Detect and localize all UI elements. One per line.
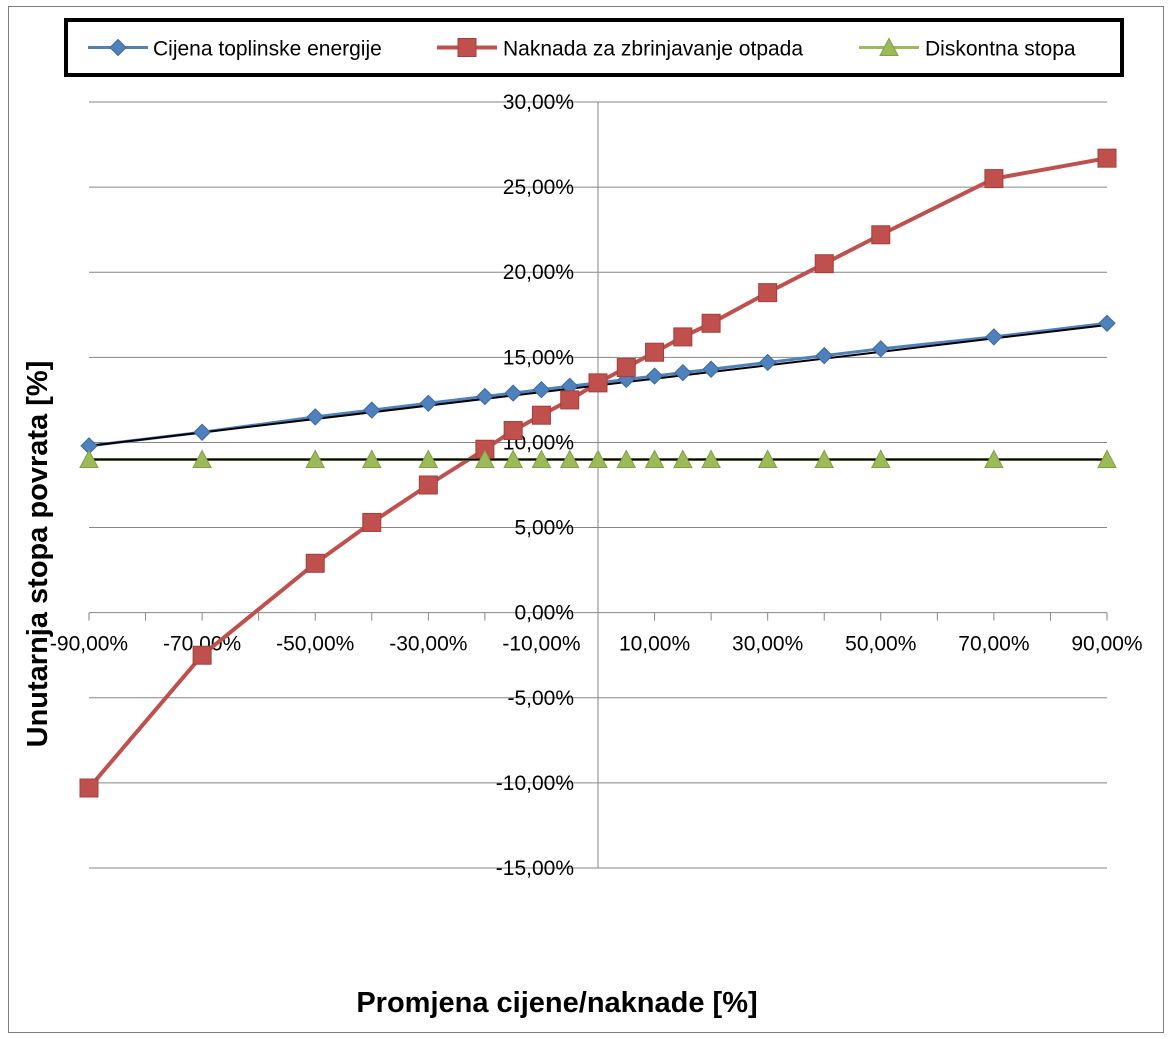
legend-marker bbox=[457, 38, 477, 57]
y-tick-label: 25,00% bbox=[503, 176, 574, 199]
data-point-series-1 bbox=[419, 394, 438, 413]
data-point-series-3 bbox=[870, 449, 891, 468]
x-tick-label: -30,00% bbox=[389, 633, 467, 656]
data-point-series-2 bbox=[588, 373, 608, 393]
data-point-series-3 bbox=[644, 449, 665, 468]
data-point-series-1 bbox=[985, 328, 1003, 346]
data-point-series-3 bbox=[673, 449, 693, 468]
data-point-series-1 bbox=[702, 360, 720, 378]
data-point-series-2 bbox=[673, 327, 693, 347]
data-point-series-1 bbox=[363, 401, 381, 419]
x-tick-label: 30,00% bbox=[732, 633, 803, 656]
x-tick-label: 70,00% bbox=[958, 633, 1029, 656]
y-axis-title: Unutarnja stopa povrata [%] bbox=[22, 361, 54, 748]
data-point-series-2 bbox=[560, 390, 580, 410]
axes bbox=[88, 102, 1108, 868]
x-tick-label: -50,00% bbox=[276, 633, 354, 656]
data-point-series-1 bbox=[532, 380, 551, 399]
data-point-series-2 bbox=[984, 169, 1004, 189]
legend-box bbox=[64, 18, 1124, 77]
data-point-series-3 bbox=[531, 449, 552, 468]
data-point-series-3 bbox=[418, 449, 439, 468]
data-point-series-3 bbox=[984, 449, 1004, 468]
x-tick-label: 90,00% bbox=[1071, 633, 1142, 656]
y-tick-label: 30,00% bbox=[503, 91, 574, 114]
data-point-series-3 bbox=[475, 449, 495, 468]
data-point-series-3 bbox=[559, 449, 580, 468]
data-point-series-3 bbox=[305, 449, 326, 468]
data-point-series-2 bbox=[701, 313, 721, 333]
legend-marker bbox=[109, 38, 127, 57]
data-point-series-2 bbox=[616, 358, 636, 378]
data-point-series-1 bbox=[645, 367, 664, 385]
data-point-series-1 bbox=[504, 384, 522, 402]
y-tick-label: 20,00% bbox=[503, 261, 574, 284]
data-point-series-1 bbox=[674, 363, 692, 382]
y-tick-label: 15,00% bbox=[503, 346, 574, 369]
data-point-series-1 bbox=[306, 408, 324, 426]
x-tick-label: -10,00% bbox=[502, 633, 580, 656]
legend: Cijena toplinske energije Naknada za zbri… bbox=[64, 18, 1124, 77]
data-point-series-2 bbox=[192, 645, 212, 665]
legend-label: Diskontna stopa bbox=[925, 38, 1076, 61]
y-tick-label: -15,00% bbox=[496, 857, 574, 880]
data-point-series-3 bbox=[701, 449, 721, 468]
data-point-series-1 bbox=[758, 353, 777, 372]
data-point-series-3 bbox=[79, 449, 99, 468]
x-tick-label: 50,00% bbox=[845, 633, 916, 656]
data-point-series-2 bbox=[531, 405, 551, 425]
data-point-series-3 bbox=[192, 449, 212, 468]
data-point-series-3 bbox=[616, 449, 637, 468]
data-point-series-2 bbox=[758, 283, 778, 303]
legend-label: Naknada za zbrinjavanje otpada bbox=[503, 38, 803, 61]
data-point-series-2 bbox=[503, 421, 523, 441]
data-point-series-1 bbox=[476, 387, 494, 406]
data-point-series-3 bbox=[814, 449, 835, 468]
x-tick-label: -90,00% bbox=[50, 633, 128, 656]
data-point-series-3 bbox=[757, 449, 778, 468]
chart-frame bbox=[8, 6, 1164, 1033]
x-tick-label: 10,00% bbox=[619, 633, 690, 656]
data-point-series-3 bbox=[1097, 449, 1117, 468]
y-tick-label: -5,00% bbox=[507, 687, 574, 710]
data-point-series-1 bbox=[815, 346, 833, 365]
y-tick-label: 0,00% bbox=[514, 602, 574, 625]
data-point-series-3 bbox=[588, 449, 608, 468]
data-point-series-1 bbox=[1098, 314, 1116, 332]
data-point-series-2 bbox=[79, 778, 99, 798]
data-point-series-2 bbox=[814, 254, 834, 274]
tick-labels: 30,00% 25,00% 20,00% 15,00% 10,00% 5,00% 0,00%… bbox=[50, 91, 1143, 880]
data-point-series-2 bbox=[362, 512, 382, 532]
data-point-series-1 bbox=[193, 423, 211, 441]
y-tick-label: -10,00% bbox=[496, 772, 574, 795]
data-point-series-3 bbox=[503, 449, 523, 468]
series-layer bbox=[79, 148, 1117, 798]
data-point-series-2 bbox=[871, 225, 891, 245]
data-point-series-3 bbox=[361, 449, 382, 468]
x-axis-title: Promjena cijene/naknade [%] bbox=[356, 987, 757, 1019]
data-point-series-1 bbox=[872, 340, 890, 358]
data-point-series-2 bbox=[418, 475, 438, 495]
legend-marker bbox=[879, 37, 899, 56]
data-point-series-2 bbox=[645, 342, 665, 362]
y-tick-label: 5,00% bbox=[514, 517, 574, 540]
data-point-series-2 bbox=[305, 553, 325, 573]
legend-label: Cijena toplinske energije bbox=[153, 38, 382, 61]
data-point-series-2 bbox=[1097, 148, 1117, 168]
